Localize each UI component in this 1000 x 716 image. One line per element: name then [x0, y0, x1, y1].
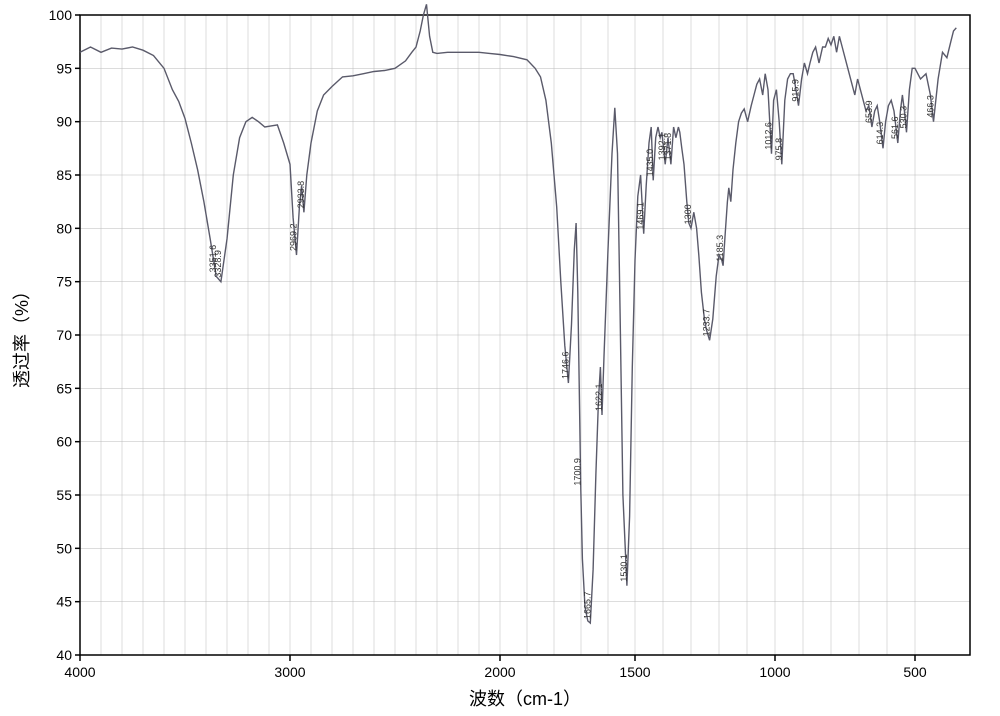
y-tick-label: 45	[56, 594, 72, 610]
y-axis-label: 透过率（%）	[12, 282, 32, 388]
peak-label: 1746.6	[560, 351, 570, 379]
y-tick-label: 75	[56, 274, 72, 290]
y-tick-label: 90	[56, 114, 72, 130]
peak-label: 915.9	[791, 79, 801, 102]
x-tick-label: 1500	[619, 664, 650, 680]
peak-label: 1530.1	[619, 554, 629, 582]
y-tick-label: 95	[56, 60, 72, 76]
y-tick-label: 40	[56, 647, 72, 663]
ir-spectrum-chart: 4000 3000 2000 1500 1000 500 40 45 50 55 60 65 70 75 8…	[0, 0, 1000, 716]
peak-label: 1622.1	[594, 383, 604, 411]
peak-label: 1665.7	[582, 591, 592, 619]
y-tick-label: 50	[56, 540, 72, 556]
y-tick-label: 80	[56, 220, 72, 236]
peak-label: 614.3	[875, 122, 885, 145]
peak-label: 466.3	[926, 95, 936, 118]
y-tick-label: 100	[49, 7, 73, 23]
peak-label: 1371.8	[663, 133, 673, 161]
chart-svg: 4000 3000 2000 1500 1000 500 40 45 50 55 60 65 70 75 8…	[0, 0, 1000, 716]
x-tick-label: 500	[903, 664, 927, 680]
y-tick-label: 65	[56, 380, 72, 396]
peak-label: 1469.1	[636, 202, 646, 230]
spectrum-line	[80, 4, 956, 623]
y-tick-label: 70	[56, 327, 72, 343]
x-tick-label: 3000	[274, 664, 305, 680]
peak-label: 530.3	[899, 106, 909, 129]
peak-label: 1700.9	[573, 458, 583, 486]
peak-label: 1185.3	[715, 235, 725, 262]
x-axis-label: 波数（cm-1）	[469, 689, 581, 709]
peak-label: 2933.8	[296, 181, 306, 209]
peak-label: 1300	[683, 204, 693, 224]
peak-label: 1012.6	[763, 122, 773, 150]
peak-label: 653.9	[864, 100, 874, 123]
peak-label: 3328.9	[213, 250, 223, 278]
peak-label: 2969.2	[288, 223, 298, 251]
y-tick-label: 60	[56, 434, 72, 450]
y-tick-label: 85	[56, 167, 72, 183]
x-tick-label: 4000	[64, 664, 95, 680]
peak-label: 1233.7	[702, 309, 712, 337]
peak-label: 1435.0	[645, 149, 655, 177]
x-tick-label: 2000	[484, 664, 515, 680]
peak-label: 975.8	[774, 138, 784, 161]
y-tick-label: 55	[56, 487, 72, 503]
x-tick-label: 1000	[759, 664, 790, 680]
